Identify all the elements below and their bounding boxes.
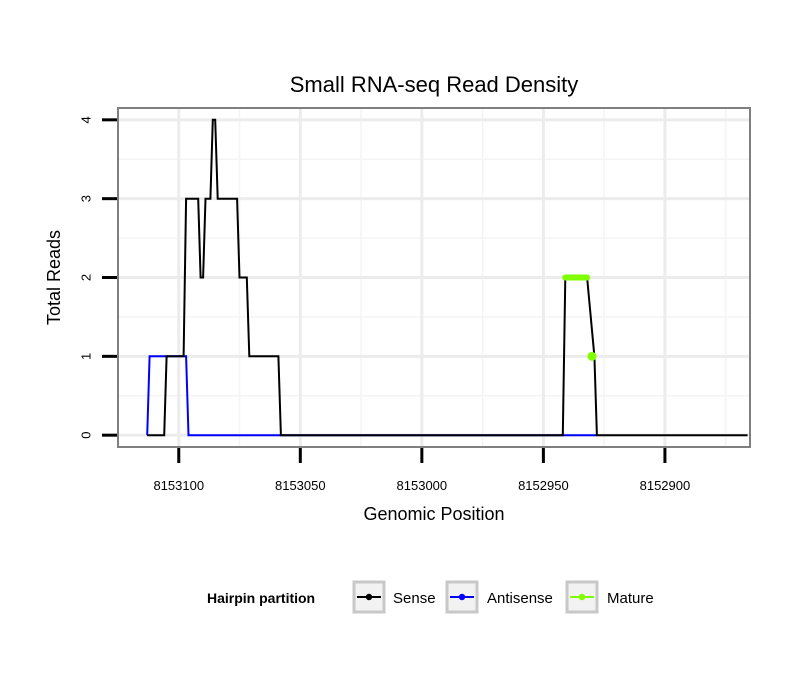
y-tick-label: 1 (79, 353, 94, 360)
x-tick-label: 8153100 (153, 478, 204, 493)
legend-key-point (365, 593, 373, 601)
legend-label-mature: Mature (607, 590, 654, 607)
plot-panel-border (117, 107, 751, 448)
y-axis-ticks: 0 1 2 3 4 (79, 116, 117, 439)
chart-title: Small RNA-seq Read Density (290, 72, 579, 97)
x-tick-label: 8152900 (640, 478, 691, 493)
series-mature-point (587, 351, 597, 361)
y-tick-label: 3 (79, 195, 94, 202)
y-tick-label: 2 (79, 274, 94, 281)
grid (118, 108, 750, 447)
x-tick-label: 8153000 (397, 478, 448, 493)
x-axis-ticks: 8153100 8153050 8153000 8152950 8152900 (153, 448, 690, 493)
x-tick-label: 8152950 (518, 478, 569, 493)
legend-key-point (578, 593, 586, 601)
series-sense-line (147, 118, 748, 437)
legend-key-point (458, 593, 466, 601)
legend: Hairpin partition Sense Antisense Mature (207, 580, 654, 614)
legend-title: Hairpin partition (207, 590, 315, 606)
y-tick-label: 0 (79, 432, 94, 439)
legend-label-antisense: Antisense (487, 590, 553, 607)
x-tick-label: 8153050 (275, 478, 326, 493)
y-axis-label: Total Reads (44, 230, 64, 325)
y-tick-label: 4 (79, 116, 94, 123)
x-axis-label: Genomic Position (363, 504, 504, 524)
legend-label-sense: Sense (393, 590, 436, 607)
series-lines (146, 118, 748, 437)
